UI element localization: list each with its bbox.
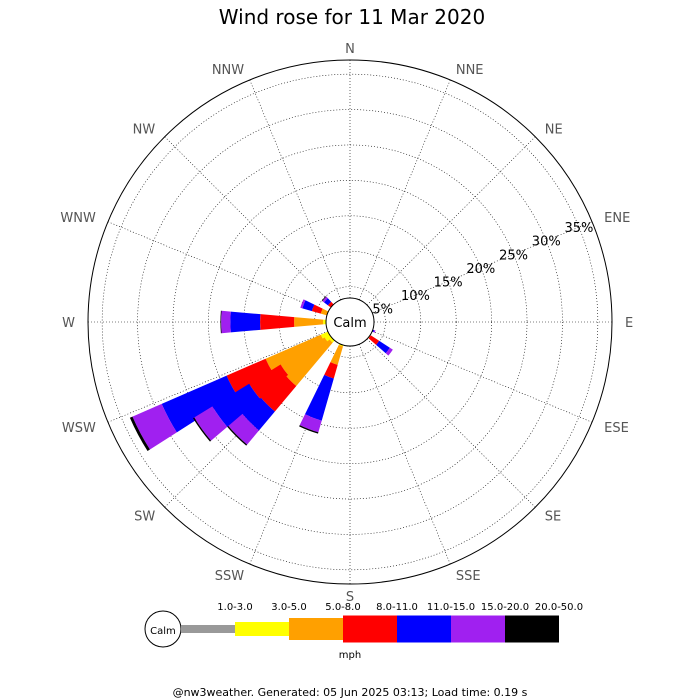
legend-swatch-4: [397, 615, 451, 643]
petal-segment-wsw2-4: [212, 383, 261, 427]
ring-label-3: 15%: [434, 275, 463, 290]
petal-segment-sw-4: [241, 397, 275, 431]
ring-label-2: 10%: [401, 289, 430, 304]
petal-segment-nw-4: [323, 298, 332, 306]
spoke-ne: [366, 136, 536, 306]
petal-segment-sse-4: [372, 329, 375, 333]
petal-segment-wsw2-5: [194, 406, 228, 441]
petal-segment-w-3: [260, 314, 295, 330]
ring-labels: 5% 10% 15%20% 25% 30% 35%: [372, 221, 593, 317]
direction-label-nne: NNE: [456, 63, 484, 78]
legend-calm-label: Calm: [150, 626, 176, 637]
petal-segment-wsw2-3: [249, 364, 289, 399]
direction-label-e: E: [625, 316, 633, 331]
legend-label-0: 1.0-3.0: [217, 602, 252, 613]
petal-segment-wsw2-6: [193, 417, 212, 442]
petal-segment-s-3: [368, 335, 380, 345]
ring-label-1: 5%: [372, 302, 393, 317]
calm-label: Calm: [333, 316, 366, 331]
direction-label-sse: SSE: [456, 569, 481, 584]
calm-center: Calm: [325, 297, 375, 347]
petal-segment-wnw2-3: [311, 304, 323, 314]
calm-circle: [325, 297, 375, 347]
petal-segment-sse-5: [373, 330, 376, 333]
legend-swatch-2: [289, 618, 343, 640]
petal-segment-w-2: [294, 317, 324, 327]
petal-segment-ssw-4: [304, 374, 334, 421]
petal-segment-wnw2-4: [302, 300, 315, 312]
ring-label-5: 25%: [499, 248, 528, 263]
petal-segment-nw-6: [321, 296, 327, 302]
direction-label-ne: NE: [545, 122, 563, 137]
spoke-nw: [164, 136, 334, 306]
footer-text: @nw3weather. Generated: 05 Jun 2025 03:1…: [173, 686, 528, 699]
petal-segment-wsw-5: [132, 403, 177, 450]
petal-segment-wsw-6: [129, 416, 150, 451]
petal-ssw: [299, 322, 350, 434]
petal-segment-sw-2: [285, 339, 333, 387]
direction-label-ssw: SSW: [215, 569, 245, 584]
petal-segment-sw-5: [227, 413, 259, 445]
petal-segment-w-5: [221, 310, 231, 334]
spoke-sse: [358, 344, 451, 565]
petal-segment-ssw-5: [299, 414, 322, 433]
petal-segment-ssw-6: [299, 425, 319, 434]
petal-segment-w-4: [230, 311, 261, 333]
legend-swatch-1: [235, 622, 289, 636]
ring-7: [101, 73, 599, 571]
spoke-wnw: [107, 221, 328, 314]
petal-segment-w-6: [220, 310, 222, 334]
legend-label-2: 5.0-8.0: [325, 602, 360, 613]
direction-label-w: W: [62, 316, 75, 331]
legend-swatch-0: [181, 625, 235, 633]
legend-label-4: 11.0-15.0: [427, 602, 475, 613]
spoke-nne: [358, 79, 451, 300]
petal-segment-ssw-3: [324, 362, 338, 379]
legend-label-3: 8.0-11.0: [376, 602, 418, 613]
direction-label-s: S: [346, 590, 354, 605]
direction-label-ene: ENE: [604, 211, 630, 226]
direction-label-se: SE: [545, 510, 561, 525]
legend-unit: mph: [339, 650, 361, 661]
spoke-ese: [372, 330, 593, 423]
petal-segment-nw-5: [322, 296, 328, 303]
spoke-wsw: [107, 330, 328, 423]
legend-swatch-5: [451, 615, 505, 643]
direction-label-wnw: WNW: [60, 211, 96, 226]
ring-label-7: 35%: [565, 221, 594, 236]
spoke-nnw: [249, 79, 342, 300]
legend-swatch-6: [505, 615, 559, 643]
petal-segment-wnw2-5: [300, 299, 306, 309]
ring-6: [137, 109, 563, 535]
legend-label-1: 3.0-5.0: [271, 602, 306, 613]
legend-label-5: 15.0-20.0: [481, 602, 529, 613]
petal-segment-wsw-2: [265, 334, 324, 372]
chart-title: Wind rose for 11 Mar 2020: [219, 5, 485, 29]
direction-label-sw: SW: [134, 510, 155, 525]
direction-label-wsw: WSW: [62, 421, 96, 436]
ring-label-6: 30%: [532, 235, 561, 250]
direction-label-nnw: NNW: [212, 63, 244, 78]
legend-swatch-3: [343, 615, 397, 643]
petal-segment-sw-6: [226, 424, 248, 446]
speed-legend: Calm mph 1.0-3.0 3.0-5.0 5.0-8.0 8.0-11.0 11…: [144, 602, 583, 661]
petal-segment-sw-3: [260, 375, 297, 412]
direction-label-nw: NW: [133, 122, 156, 137]
petal-segment-wsw2-2: [280, 337, 328, 375]
legend-label-6: 20.0-50.0: [535, 602, 583, 613]
spoke-ene: [372, 221, 593, 314]
petal-segment-wsw-4: [161, 375, 237, 433]
petal-wsw2: [193, 322, 350, 442]
ring-label-4: 20%: [466, 262, 495, 277]
petal-segment-ssw-2: [330, 344, 343, 365]
petal-segment-s-5: [385, 347, 393, 356]
petal-segment-s-4: [376, 340, 390, 354]
direction-labels: N NNE NE ENE E ESE SE SSE S SSW SW WSW W WNW NW NNW: [60, 42, 633, 605]
direction-label-n: N: [345, 42, 355, 57]
petal-segment-wsw-3: [226, 358, 273, 395]
direction-label-ese: ESE: [604, 421, 629, 436]
spoke-se: [366, 338, 536, 508]
